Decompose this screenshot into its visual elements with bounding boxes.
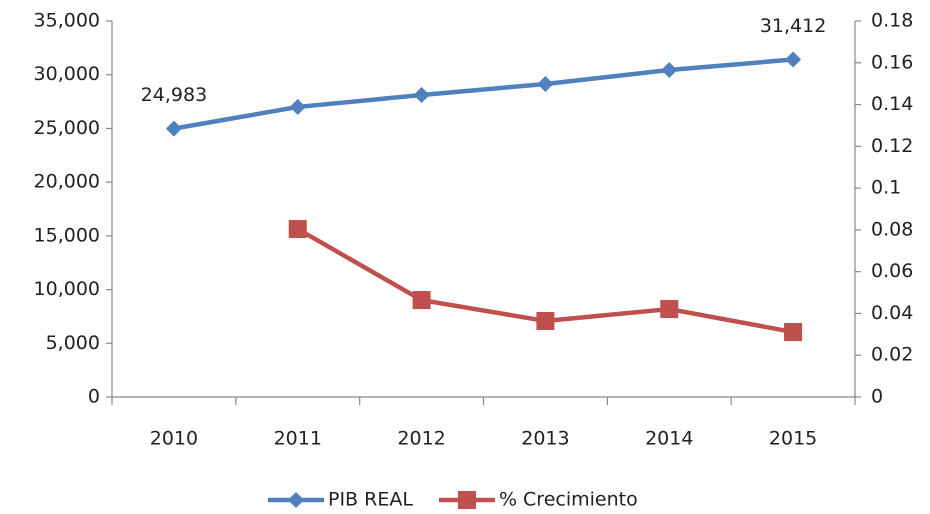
x-tick-label: 2012 bbox=[397, 428, 445, 450]
y2-tick-label: 0.18 bbox=[871, 10, 913, 32]
y2-tick-label: 0.02 bbox=[871, 344, 913, 366]
y2-tick-label: 0.16 bbox=[871, 51, 913, 73]
point bbox=[785, 51, 802, 68]
legend-marker bbox=[457, 491, 476, 509]
y2-tick-label: 0.06 bbox=[871, 260, 913, 282]
y-tick-label: 30,000 bbox=[34, 63, 100, 85]
point bbox=[784, 323, 803, 342]
point bbox=[660, 300, 679, 319]
y2-tick-label: 0.12 bbox=[871, 135, 913, 157]
y2-tick-label: 0.04 bbox=[871, 302, 913, 324]
x-tick-label: 2015 bbox=[769, 428, 817, 450]
y2-tick-label: 0 bbox=[871, 386, 883, 408]
y2-tick-label: 0.14 bbox=[871, 93, 913, 115]
legend-label: % Crecimiento bbox=[499, 489, 638, 511]
y2-tick-label: 0.08 bbox=[871, 218, 913, 240]
point bbox=[165, 120, 182, 137]
y-tick-label: 10,000 bbox=[34, 278, 100, 300]
x-tick-label: 2014 bbox=[645, 428, 693, 450]
y-tick-label: 25,000 bbox=[34, 117, 100, 139]
point bbox=[413, 87, 430, 104]
y-tick-label: 20,000 bbox=[34, 171, 100, 193]
y-tick-label: 5,000 bbox=[46, 332, 100, 354]
data-label: 31,412 bbox=[760, 15, 826, 37]
y-tick-label: 0 bbox=[88, 386, 100, 408]
point bbox=[536, 311, 555, 330]
legend-label: PIB REAL bbox=[328, 489, 413, 511]
point bbox=[289, 98, 306, 115]
y-tick-label: 15,000 bbox=[34, 224, 100, 246]
point bbox=[661, 61, 678, 78]
x-tick-label: 2011 bbox=[274, 428, 322, 450]
y2-tick-label: 0.1 bbox=[871, 177, 901, 199]
series-line bbox=[173, 57, 794, 131]
legend-marker bbox=[288, 492, 304, 508]
x-tick-label: 2013 bbox=[521, 428, 569, 450]
point bbox=[537, 75, 554, 92]
data-label: 24,983 bbox=[141, 84, 207, 106]
point bbox=[412, 291, 431, 310]
y-tick-label: 35,000 bbox=[34, 10, 100, 32]
x-tick-label: 2010 bbox=[150, 428, 198, 450]
point bbox=[288, 220, 307, 239]
